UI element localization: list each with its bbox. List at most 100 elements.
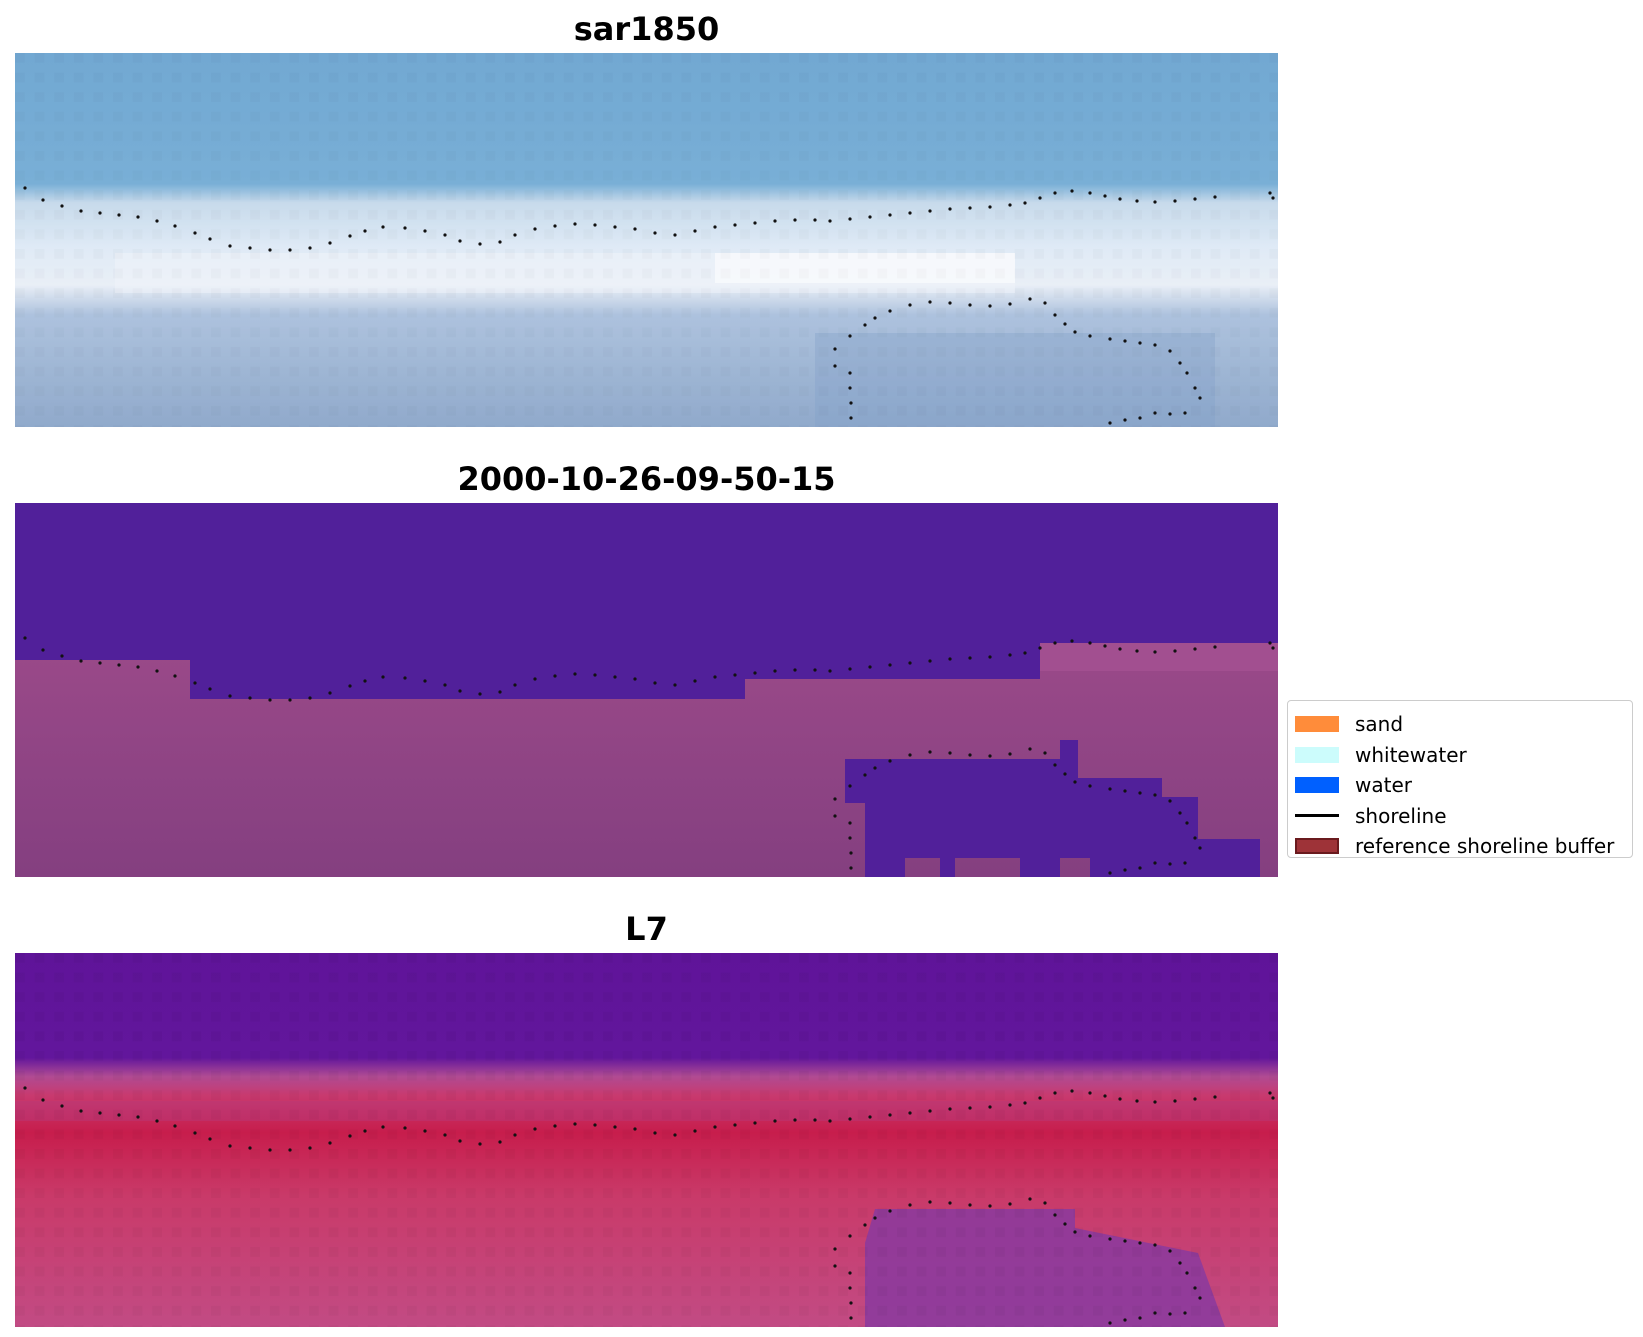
shoreline-point xyxy=(1178,361,1182,365)
shoreline-point xyxy=(988,205,992,209)
shoreline-point xyxy=(1168,799,1172,803)
shoreline-point xyxy=(1088,191,1092,195)
shoreline-point xyxy=(813,668,817,672)
shoreline-point xyxy=(888,663,892,667)
panel-title-rgb: sar1850 xyxy=(573,10,720,48)
shoreline-point xyxy=(1053,641,1057,645)
shoreline-point xyxy=(1118,197,1122,201)
shoreline-point xyxy=(633,677,637,681)
shoreline-point xyxy=(1053,1213,1057,1217)
shoreline-point xyxy=(533,1127,537,1131)
shoreline-point xyxy=(1038,196,1042,200)
shoreline-point xyxy=(1193,386,1197,390)
shoreline-point xyxy=(593,673,597,677)
legend: sand whitewater water shoreline referenc… xyxy=(1287,700,1633,858)
shoreline-point xyxy=(908,661,912,665)
shoreline-point xyxy=(848,1234,852,1238)
shoreline-point xyxy=(573,1122,577,1126)
shoreline-point xyxy=(1135,649,1139,653)
shoreline-point xyxy=(513,233,517,237)
shoreline-point xyxy=(1108,787,1112,791)
shoreline-point xyxy=(928,659,932,663)
shoreline-point xyxy=(1138,1316,1142,1320)
shoreline-point xyxy=(633,1127,637,1131)
shoreline-point xyxy=(193,681,197,685)
shoreline-point xyxy=(968,1106,972,1110)
shoreline-point xyxy=(41,198,45,202)
shoreline-point xyxy=(533,677,537,681)
shoreline-point xyxy=(1123,1318,1127,1322)
shoreline-point xyxy=(1173,199,1177,203)
shoreline-point xyxy=(1103,194,1107,198)
shoreline-point xyxy=(1053,1091,1057,1095)
shoreline-points xyxy=(23,1086,1275,1325)
shoreline-point xyxy=(773,669,777,673)
shoreline-point xyxy=(1271,646,1275,650)
legend-swatch-sand xyxy=(1295,716,1339,733)
shoreline-point xyxy=(968,1203,972,1207)
shoreline-point xyxy=(988,754,992,758)
shoreline-point xyxy=(1183,1311,1187,1315)
shoreline-point xyxy=(1153,793,1157,797)
shoreline-point xyxy=(1178,1261,1182,1265)
shoreline-point xyxy=(553,1124,557,1128)
shoreline-point xyxy=(208,687,212,691)
shoreline-point xyxy=(653,231,657,235)
shoreline-point xyxy=(478,692,482,696)
shoreline-point xyxy=(873,766,877,770)
shoreline-point xyxy=(1088,784,1092,788)
shoreline-point xyxy=(873,1216,877,1220)
shoreline-point xyxy=(848,217,852,221)
shoreline-point xyxy=(348,1134,352,1138)
shoreline-point xyxy=(833,797,837,801)
shoreline-point xyxy=(833,1264,837,1268)
shoreline-point xyxy=(733,223,737,227)
shoreline-point xyxy=(1168,349,1172,353)
shoreline-point xyxy=(155,1119,159,1123)
shoreline-point xyxy=(1185,371,1189,375)
shoreline-point xyxy=(1138,1241,1142,1245)
shoreline-point xyxy=(513,683,517,687)
shoreline-point xyxy=(1268,191,1272,195)
shoreline-point xyxy=(458,689,462,693)
shoreline-point xyxy=(1198,396,1202,400)
shoreline-point xyxy=(193,231,197,235)
shoreline-point xyxy=(458,239,462,243)
shoreline-point xyxy=(753,671,757,675)
shoreline-point xyxy=(1153,411,1157,415)
shoreline-point xyxy=(873,316,877,320)
shoreline-point xyxy=(833,1247,837,1251)
shoreline-point xyxy=(1023,1101,1027,1105)
shoreline-point xyxy=(1043,301,1047,305)
shoreline-point xyxy=(136,665,140,669)
shoreline-point xyxy=(888,1209,892,1213)
shoreline-point xyxy=(928,209,932,213)
shoreline-point xyxy=(1108,871,1112,875)
legend-label: whitewater xyxy=(1355,742,1467,767)
shoreline-point xyxy=(79,659,83,663)
shoreline-point xyxy=(553,674,557,678)
shoreline-point xyxy=(888,1113,892,1117)
shoreline-point xyxy=(849,1316,853,1320)
legend-label: water xyxy=(1355,773,1412,798)
shoreline-point xyxy=(868,1115,872,1119)
shoreline-point xyxy=(117,1113,121,1117)
shoreline-point xyxy=(1123,789,1127,793)
shoreline-point xyxy=(228,244,232,248)
shoreline-point xyxy=(928,300,932,304)
shoreline-point xyxy=(1185,1271,1189,1275)
shoreline-point xyxy=(328,1141,332,1145)
shoreline-point xyxy=(593,1123,597,1127)
shoreline-point xyxy=(1008,653,1012,657)
shoreline-point xyxy=(773,219,777,223)
shoreline-point xyxy=(1070,1089,1074,1093)
shoreline-point xyxy=(1193,836,1197,840)
shoreline-point xyxy=(1028,1197,1032,1201)
shoreline-point xyxy=(713,225,717,229)
shoreline-point xyxy=(908,211,912,215)
shoreline-point xyxy=(1198,846,1202,850)
legend-item-shoreline: shoreline xyxy=(1288,801,1632,832)
shoreline-point xyxy=(136,1115,140,1119)
shoreline-point xyxy=(928,1200,932,1204)
shoreline-point xyxy=(363,229,367,233)
